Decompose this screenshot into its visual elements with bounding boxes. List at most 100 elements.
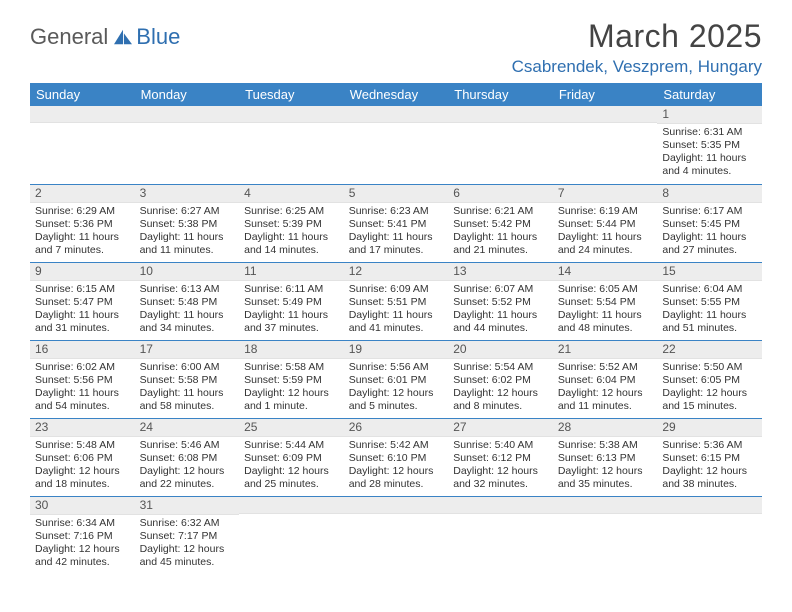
sunset-text: Sunset: 5:49 PM — [244, 296, 339, 309]
calendar-day-cell: 8Sunrise: 6:17 AMSunset: 5:45 PMDaylight… — [657, 184, 762, 262]
sunset-text: Sunset: 5:42 PM — [453, 218, 548, 231]
weekday-header: Sunday — [30, 83, 135, 106]
weekday-header: Saturday — [657, 83, 762, 106]
calendar-day-cell: 20Sunrise: 5:54 AMSunset: 6:02 PMDayligh… — [448, 340, 553, 418]
day-number: 2 — [30, 185, 135, 203]
calendar-day-cell: 13Sunrise: 6:07 AMSunset: 5:52 PMDayligh… — [448, 262, 553, 340]
day-details: Sunrise: 5:38 AMSunset: 6:13 PMDaylight:… — [553, 437, 658, 495]
day-number — [239, 497, 344, 514]
day-details: Sunrise: 5:40 AMSunset: 6:12 PMDaylight:… — [448, 437, 553, 495]
sunrise-text: Sunrise: 5:58 AM — [244, 361, 339, 374]
day-number: 10 — [135, 263, 240, 281]
sunset-text: Sunset: 5:35 PM — [662, 139, 757, 152]
month-title: March 2025 — [512, 18, 762, 55]
day-details — [657, 514, 762, 519]
calendar-day-cell: 5Sunrise: 6:23 AMSunset: 5:41 PMDaylight… — [344, 184, 449, 262]
day-details — [344, 123, 449, 128]
sunset-text: Sunset: 6:04 PM — [558, 374, 653, 387]
day-number: 14 — [553, 263, 658, 281]
day-number: 12 — [344, 263, 449, 281]
daylight-text: Daylight: 11 hours and 48 minutes. — [558, 309, 653, 335]
calendar-week-row: 1Sunrise: 6:31 AMSunset: 5:35 PMDaylight… — [30, 106, 762, 184]
daylight-text: Daylight: 12 hours and 5 minutes. — [349, 387, 444, 413]
calendar-day-cell — [135, 106, 240, 184]
day-details: Sunrise: 6:19 AMSunset: 5:44 PMDaylight:… — [553, 203, 658, 261]
sunrise-text: Sunrise: 5:38 AM — [558, 439, 653, 452]
sunset-text: Sunset: 5:48 PM — [140, 296, 235, 309]
sunrise-text: Sunrise: 6:13 AM — [140, 283, 235, 296]
day-details: Sunrise: 6:13 AMSunset: 5:48 PMDaylight:… — [135, 281, 240, 339]
calendar-day-cell: 27Sunrise: 5:40 AMSunset: 6:12 PMDayligh… — [448, 418, 553, 496]
day-details: Sunrise: 6:02 AMSunset: 5:56 PMDaylight:… — [30, 359, 135, 417]
day-details — [239, 514, 344, 519]
daylight-text: Daylight: 12 hours and 1 minute. — [244, 387, 339, 413]
sunset-text: Sunset: 5:41 PM — [349, 218, 444, 231]
sunrise-text: Sunrise: 5:42 AM — [349, 439, 444, 452]
daylight-text: Daylight: 12 hours and 32 minutes. — [453, 465, 548, 491]
day-details: Sunrise: 6:34 AMSunset: 7:16 PMDaylight:… — [30, 515, 135, 573]
sunrise-text: Sunrise: 5:36 AM — [662, 439, 757, 452]
sunrise-text: Sunrise: 5:54 AM — [453, 361, 548, 374]
sunrise-text: Sunrise: 6:29 AM — [35, 205, 130, 218]
calendar-header-row: Sunday Monday Tuesday Wednesday Thursday… — [30, 83, 762, 106]
day-number: 7 — [553, 185, 658, 203]
day-number: 18 — [239, 341, 344, 359]
day-number: 22 — [657, 341, 762, 359]
day-number: 9 — [30, 263, 135, 281]
calendar-day-cell: 16Sunrise: 6:02 AMSunset: 5:56 PMDayligh… — [30, 340, 135, 418]
sunset-text: Sunset: 5:47 PM — [35, 296, 130, 309]
calendar-day-cell: 12Sunrise: 6:09 AMSunset: 5:51 PMDayligh… — [344, 262, 449, 340]
calendar-day-cell: 19Sunrise: 5:56 AMSunset: 6:01 PMDayligh… — [344, 340, 449, 418]
sunset-text: Sunset: 6:05 PM — [662, 374, 757, 387]
day-details — [448, 514, 553, 519]
sunrise-text: Sunrise: 6:02 AM — [35, 361, 130, 374]
daylight-text: Daylight: 12 hours and 38 minutes. — [662, 465, 757, 491]
day-number — [344, 106, 449, 123]
calendar-day-cell: 31Sunrise: 6:32 AMSunset: 7:17 PMDayligh… — [135, 496, 240, 574]
day-number: 3 — [135, 185, 240, 203]
day-number: 31 — [135, 497, 240, 515]
daylight-text: Daylight: 11 hours and 11 minutes. — [140, 231, 235, 257]
day-number: 25 — [239, 419, 344, 437]
day-details: Sunrise: 6:07 AMSunset: 5:52 PMDaylight:… — [448, 281, 553, 339]
calendar-day-cell: 6Sunrise: 6:21 AMSunset: 5:42 PMDaylight… — [448, 184, 553, 262]
day-number: 21 — [553, 341, 658, 359]
day-details: Sunrise: 6:32 AMSunset: 7:17 PMDaylight:… — [135, 515, 240, 573]
sunrise-text: Sunrise: 6:05 AM — [558, 283, 653, 296]
day-number: 28 — [553, 419, 658, 437]
calendar-day-cell — [448, 496, 553, 574]
day-details: Sunrise: 6:05 AMSunset: 5:54 PMDaylight:… — [553, 281, 658, 339]
daylight-text: Daylight: 11 hours and 31 minutes. — [35, 309, 130, 335]
day-number — [344, 497, 449, 514]
sunset-text: Sunset: 6:06 PM — [35, 452, 130, 465]
daylight-text: Daylight: 12 hours and 28 minutes. — [349, 465, 444, 491]
day-details: Sunrise: 5:52 AMSunset: 6:04 PMDaylight:… — [553, 359, 658, 417]
calendar-day-cell — [239, 106, 344, 184]
sunrise-text: Sunrise: 6:23 AM — [349, 205, 444, 218]
day-number — [135, 106, 240, 123]
daylight-text: Daylight: 11 hours and 37 minutes. — [244, 309, 339, 335]
sunset-text: Sunset: 7:17 PM — [140, 530, 235, 543]
calendar-day-cell: 24Sunrise: 5:46 AMSunset: 6:08 PMDayligh… — [135, 418, 240, 496]
day-details: Sunrise: 6:27 AMSunset: 5:38 PMDaylight:… — [135, 203, 240, 261]
calendar-day-cell: 28Sunrise: 5:38 AMSunset: 6:13 PMDayligh… — [553, 418, 658, 496]
sunset-text: Sunset: 5:45 PM — [662, 218, 757, 231]
calendar-day-cell — [657, 496, 762, 574]
logo-text-general: General — [30, 24, 108, 50]
daylight-text: Daylight: 12 hours and 45 minutes. — [140, 543, 235, 569]
sunrise-text: Sunrise: 6:17 AM — [662, 205, 757, 218]
day-number — [239, 106, 344, 123]
sunrise-text: Sunrise: 6:15 AM — [35, 283, 130, 296]
calendar-day-cell: 21Sunrise: 5:52 AMSunset: 6:04 PMDayligh… — [553, 340, 658, 418]
sunrise-text: Sunrise: 6:31 AM — [662, 126, 757, 139]
day-details: Sunrise: 5:44 AMSunset: 6:09 PMDaylight:… — [239, 437, 344, 495]
daylight-text: Daylight: 11 hours and 14 minutes. — [244, 231, 339, 257]
day-number — [30, 106, 135, 123]
day-number — [553, 106, 658, 123]
sunrise-text: Sunrise: 6:27 AM — [140, 205, 235, 218]
daylight-text: Daylight: 12 hours and 18 minutes. — [35, 465, 130, 491]
sunset-text: Sunset: 5:56 PM — [35, 374, 130, 387]
calendar-day-cell: 23Sunrise: 5:48 AMSunset: 6:06 PMDayligh… — [30, 418, 135, 496]
title-block: March 2025 Csabrendek, Veszprem, Hungary — [512, 18, 762, 77]
day-number: 1 — [657, 106, 762, 124]
